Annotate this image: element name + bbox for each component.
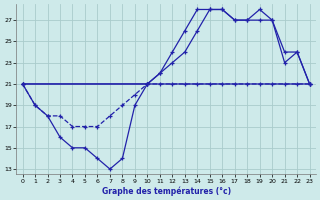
X-axis label: Graphe des températures (°c): Graphe des températures (°c) <box>101 186 231 196</box>
